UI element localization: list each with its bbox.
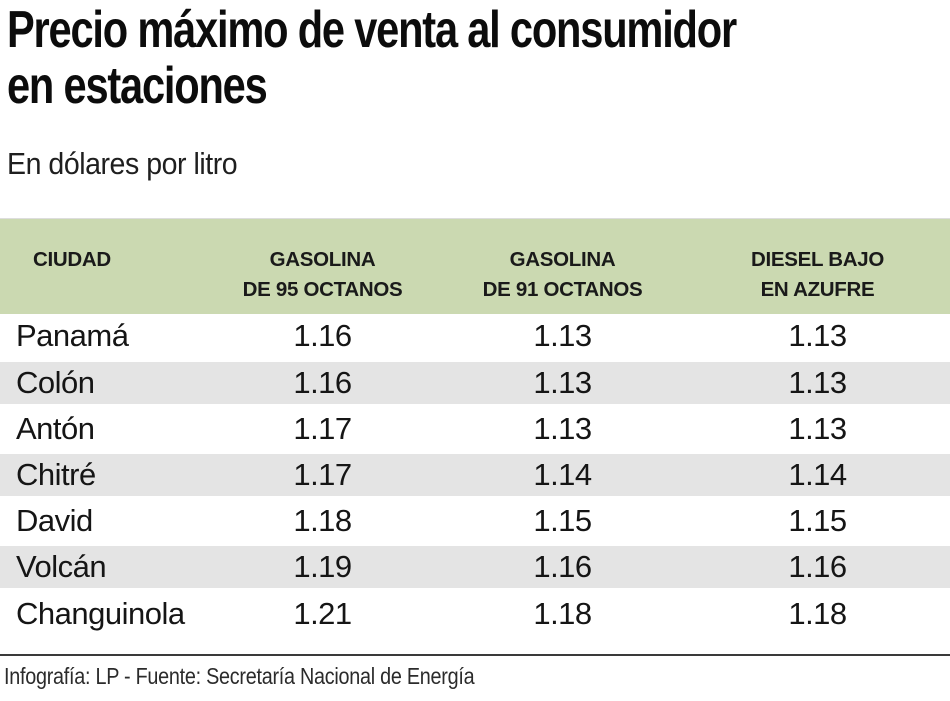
table-row: Panamá 1.16 1.13 1.13 <box>0 314 950 360</box>
footer-divider <box>0 654 950 656</box>
city-cell: Panamá <box>16 317 129 353</box>
column-header-line1: CIUDAD <box>33 248 111 271</box>
column-header-gasolina-91: GASOLINA DE 91 OCTANOS <box>440 218 685 314</box>
price-cell: 1.18 <box>533 595 592 631</box>
price-cell: 1.16 <box>440 541 685 592</box>
column-header-line1: GASOLINA <box>509 248 616 271</box>
column-header-diesel: DIESEL BAJO EN AZUFRE <box>685 218 950 314</box>
city-cell: Colón <box>0 357 205 408</box>
city-cell: Changuinola <box>16 595 185 631</box>
page-title-line1: Precio máximo de venta al consumidor <box>7 1 737 59</box>
table-row: Chitré 1.17 1.14 1.14 <box>0 449 950 500</box>
page-title: Precio máximo de venta al consumidor en … <box>7 1 737 115</box>
price-cell: 1.15 <box>788 502 847 538</box>
column-header-line2: DE 91 OCTANOS <box>482 278 643 301</box>
city-cell: Antón <box>16 410 95 446</box>
table-body: Panamá 1.16 1.13 1.13 Colón 1.16 1.13 1.… <box>0 314 950 636</box>
price-cell: 1.13 <box>685 357 950 408</box>
fuel-price-table: CIUDAD GASOLINA DE 95 OCTANOS GASOLINA D… <box>0 218 950 636</box>
price-cell: 1.13 <box>440 357 685 408</box>
price-cell: 1.13 <box>788 317 847 353</box>
table-row: Antón 1.17 1.13 1.13 <box>0 406 950 452</box>
price-cell: 1.16 <box>293 317 352 353</box>
price-cell: 1.19 <box>205 541 440 592</box>
price-cell: 1.16 <box>205 357 440 408</box>
page-title-line2: en estaciones <box>7 57 268 115</box>
table-row: Volcán 1.19 1.16 1.16 <box>0 541 950 592</box>
price-cell: 1.21 <box>293 595 352 631</box>
header-row: CIUDAD GASOLINA DE 95 OCTANOS GASOLINA D… <box>0 218 950 314</box>
price-cell: 1.14 <box>440 449 685 500</box>
column-header-city: CIUDAD <box>0 218 205 314</box>
price-cell: 1.17 <box>293 410 352 446</box>
price-cell: 1.13 <box>533 410 592 446</box>
table-header: CIUDAD GASOLINA DE 95 OCTANOS GASOLINA D… <box>0 218 950 314</box>
price-cell: 1.18 <box>293 502 352 538</box>
column-header-line2: EN AZUFRE <box>760 278 875 301</box>
column-header-line2: DE 95 OCTANOS <box>242 278 403 301</box>
column-header-gasolina-95: GASOLINA DE 95 OCTANOS <box>205 218 440 314</box>
city-cell: Chitré <box>0 449 205 500</box>
price-cell: 1.13 <box>788 410 847 446</box>
column-header-line1: GASOLINA <box>269 248 376 271</box>
city-cell: David <box>16 502 93 538</box>
page-subtitle: En dólares por litro <box>7 146 238 181</box>
price-cell: 1.16 <box>685 541 950 592</box>
price-cell: 1.14 <box>685 449 950 500</box>
table-row: Changuinola 1.21 1.18 1.18 <box>0 590 950 636</box>
city-cell: Volcán <box>0 541 205 592</box>
price-cell: 1.18 <box>788 595 847 631</box>
source-credit: Infografía: LP - Fuente: Secretaría Naci… <box>4 663 475 689</box>
column-header-line1: DIESEL BAJO <box>750 248 885 271</box>
price-cell: 1.13 <box>533 317 592 353</box>
price-cell: 1.17 <box>205 449 440 500</box>
table-row: David 1.18 1.15 1.15 <box>0 498 950 544</box>
table-row: Colón 1.16 1.13 1.13 <box>0 357 950 408</box>
price-cell: 1.15 <box>533 502 592 538</box>
